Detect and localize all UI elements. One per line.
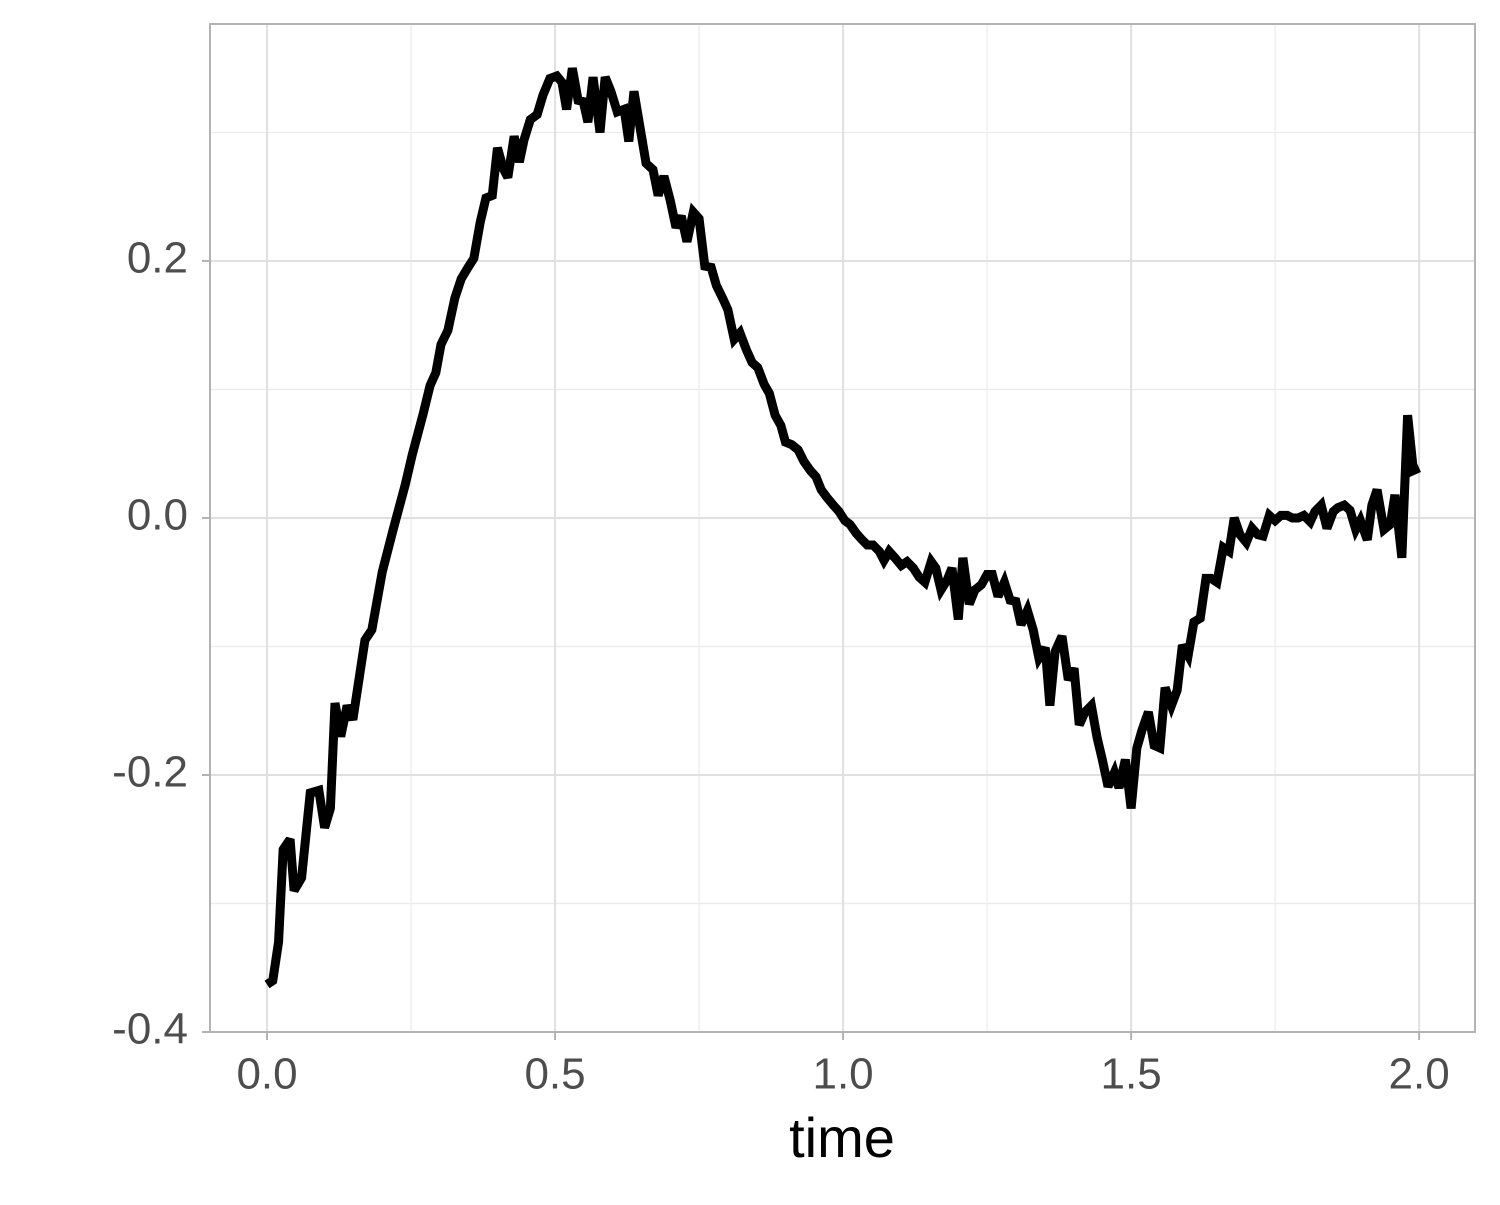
y-tick-label: 0.0: [127, 491, 188, 540]
x-tick-label: 1.5: [1101, 1050, 1162, 1099]
y-tick-label: 0.2: [127, 234, 188, 283]
x-tick-label: 2.0: [1389, 1050, 1450, 1099]
panel-border: [209, 23, 1476, 1033]
x-tick-label: 0.0: [236, 1050, 297, 1099]
y-tick-label: -0.4: [112, 1005, 188, 1054]
data-line: [264, 67, 1421, 989]
y-tick-label: -0.2: [112, 748, 188, 797]
x-tick-label: 1.0: [812, 1050, 873, 1099]
x-axis-title: time: [789, 1106, 895, 1169]
x-tick-label: 0.5: [524, 1050, 585, 1099]
